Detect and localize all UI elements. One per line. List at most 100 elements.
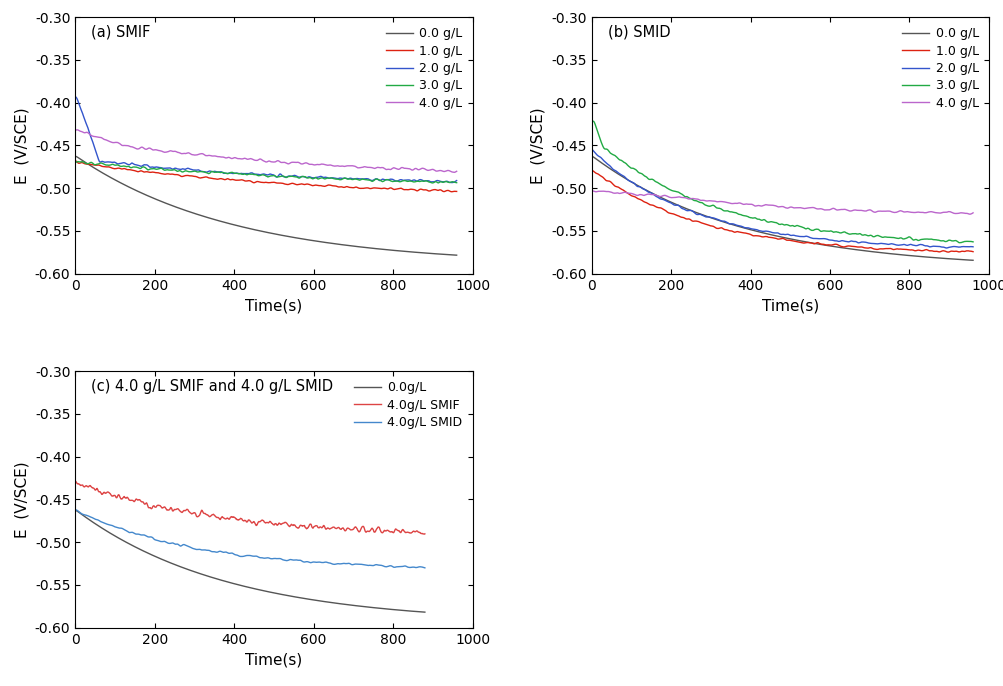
4.0 g/L — [889, 209, 901, 217]
4.0 g/L — [367, 164, 379, 172]
Legend: 0.0g/L, 4.0g/L SMIF, 4.0g/L SMID: 0.0g/L, 4.0g/L SMIF, 4.0g/L SMID — [350, 377, 465, 433]
Y-axis label: E  (V/SCE): E (V/SCE) — [14, 461, 29, 538]
1.0 g/L — [373, 185, 385, 193]
0.0 g/L — [237, 223, 249, 231]
2.0 g/L — [739, 224, 751, 232]
4.0 g/L — [739, 200, 751, 208]
0.0g/L — [371, 604, 383, 612]
2.0 g/L — [450, 176, 462, 185]
2.0 g/L — [585, 145, 597, 153]
4.0 g/L — [108, 139, 120, 147]
0.0 g/L — [331, 240, 343, 248]
4.0g/L SMIF — [371, 524, 383, 532]
3.0 g/L — [331, 175, 343, 183]
Legend: 0.0 g/L, 1.0 g/L, 2.0 g/L, 3.0 g/L, 4.0 g/L: 0.0 g/L, 1.0 g/L, 2.0 g/L, 3.0 g/L, 4.0 … — [898, 23, 982, 113]
4.0g/L SMIF — [219, 514, 231, 523]
1.0 g/L — [366, 184, 378, 192]
0.0 g/L — [966, 256, 978, 264]
0.0 g/L — [373, 245, 385, 253]
0.0g/L — [332, 600, 344, 608]
0.0 g/L — [753, 228, 765, 236]
Line: 2.0 g/L: 2.0 g/L — [75, 97, 456, 182]
4.0g/L SMIF — [417, 530, 429, 539]
0.0 g/L — [108, 176, 120, 184]
0.0g/L — [107, 531, 119, 539]
0.0 g/L — [366, 244, 378, 252]
1.0 g/L — [847, 242, 859, 250]
Y-axis label: E  (V/SCE): E (V/SCE) — [14, 107, 29, 184]
0.0 g/L — [69, 152, 81, 161]
3.0 g/L — [373, 176, 385, 185]
2.0 g/L — [847, 237, 859, 246]
0.0g/L — [69, 506, 81, 514]
4.0 g/L — [448, 168, 460, 176]
X-axis label: Time(s): Time(s) — [761, 298, 818, 313]
2.0 g/L — [108, 158, 120, 166]
4.0 g/L — [71, 126, 83, 134]
2.0 g/L — [883, 240, 895, 248]
Line: 0.0 g/L: 0.0 g/L — [591, 156, 972, 260]
4.0 g/L — [331, 162, 343, 170]
0.0g/L — [219, 577, 231, 585]
4.0g/L SMIF — [332, 523, 344, 532]
0.0 g/L — [889, 250, 901, 259]
4.0 g/L — [69, 126, 81, 134]
1.0 g/L — [69, 156, 81, 165]
Line: 4.0 g/L: 4.0 g/L — [75, 130, 456, 172]
2.0 g/L — [889, 241, 901, 249]
0.0 g/L — [847, 245, 859, 253]
3.0 g/L — [238, 170, 250, 178]
Line: 4.0g/L SMIF: 4.0g/L SMIF — [75, 481, 424, 534]
3.0 g/L — [224, 169, 236, 177]
0.0 g/L — [624, 178, 636, 186]
4.0g/L SMID — [371, 560, 383, 569]
3.0 g/L — [450, 178, 462, 187]
1.0 g/L — [445, 188, 457, 196]
4.0 g/L — [373, 164, 385, 172]
3.0 g/L — [890, 234, 902, 242]
3.0 g/L — [625, 164, 637, 172]
1.0 g/L — [966, 248, 978, 256]
1.0 g/L — [883, 244, 895, 252]
2.0 g/L — [366, 176, 378, 185]
3.0 g/L — [367, 177, 379, 185]
3.0 g/L — [585, 117, 597, 126]
4.0 g/L — [847, 206, 859, 214]
4.0g/L SMID — [69, 506, 81, 514]
4.0 g/L — [753, 202, 765, 210]
3.0 g/L — [953, 239, 965, 247]
Text: (b) SMID: (b) SMID — [607, 25, 670, 40]
1.0 g/L — [889, 245, 901, 253]
0.0 g/L — [739, 224, 751, 233]
4.0 g/L — [450, 167, 462, 176]
4.0 g/L — [585, 187, 597, 195]
0.0 g/L — [585, 152, 597, 161]
1.0 g/L — [108, 165, 120, 173]
3.0 g/L — [586, 117, 598, 126]
3.0 g/L — [753, 215, 765, 224]
Text: (c) 4.0 g/L SMIF and 4.0 g/L SMID: (c) 4.0 g/L SMIF and 4.0 g/L SMID — [91, 379, 333, 394]
Line: 1.0 g/L: 1.0 g/L — [591, 170, 972, 252]
2.0 g/L — [373, 176, 385, 185]
Line: 2.0 g/L: 2.0 g/L — [591, 149, 972, 248]
Line: 4.0g/L SMID: 4.0g/L SMID — [75, 510, 424, 568]
2.0 g/L — [940, 244, 952, 252]
4.0 g/L — [966, 209, 978, 217]
3.0 g/L — [108, 161, 120, 169]
2.0 g/L — [237, 169, 249, 178]
3.0 g/L — [848, 230, 860, 238]
1.0 g/L — [331, 182, 343, 191]
4.0g/L SMIF — [160, 505, 173, 513]
0.0g/L — [418, 608, 430, 616]
1.0 g/L — [237, 176, 249, 185]
1.0 g/L — [753, 232, 765, 240]
4.0g/L SMID — [107, 522, 119, 530]
4.0g/L SMID — [418, 564, 430, 572]
Line: 3.0 g/L: 3.0 g/L — [75, 162, 456, 183]
Line: 4.0 g/L: 4.0 g/L — [591, 191, 972, 214]
Line: 3.0 g/L: 3.0 g/L — [591, 121, 972, 243]
4.0g/L SMIF — [107, 492, 119, 500]
0.0 g/L — [450, 251, 462, 259]
1.0 g/L — [624, 191, 636, 200]
2.0 g/L — [624, 178, 636, 186]
